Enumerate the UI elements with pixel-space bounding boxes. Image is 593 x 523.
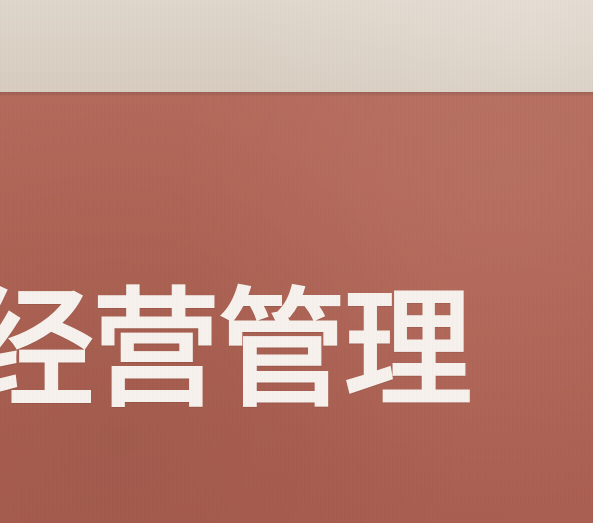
panel-top-edge — [0, 92, 593, 96]
cover-title-text: 经营管理 — [0, 276, 472, 425]
paper-strip — [0, 0, 593, 96]
red-cover-panel — [0, 92, 593, 523]
